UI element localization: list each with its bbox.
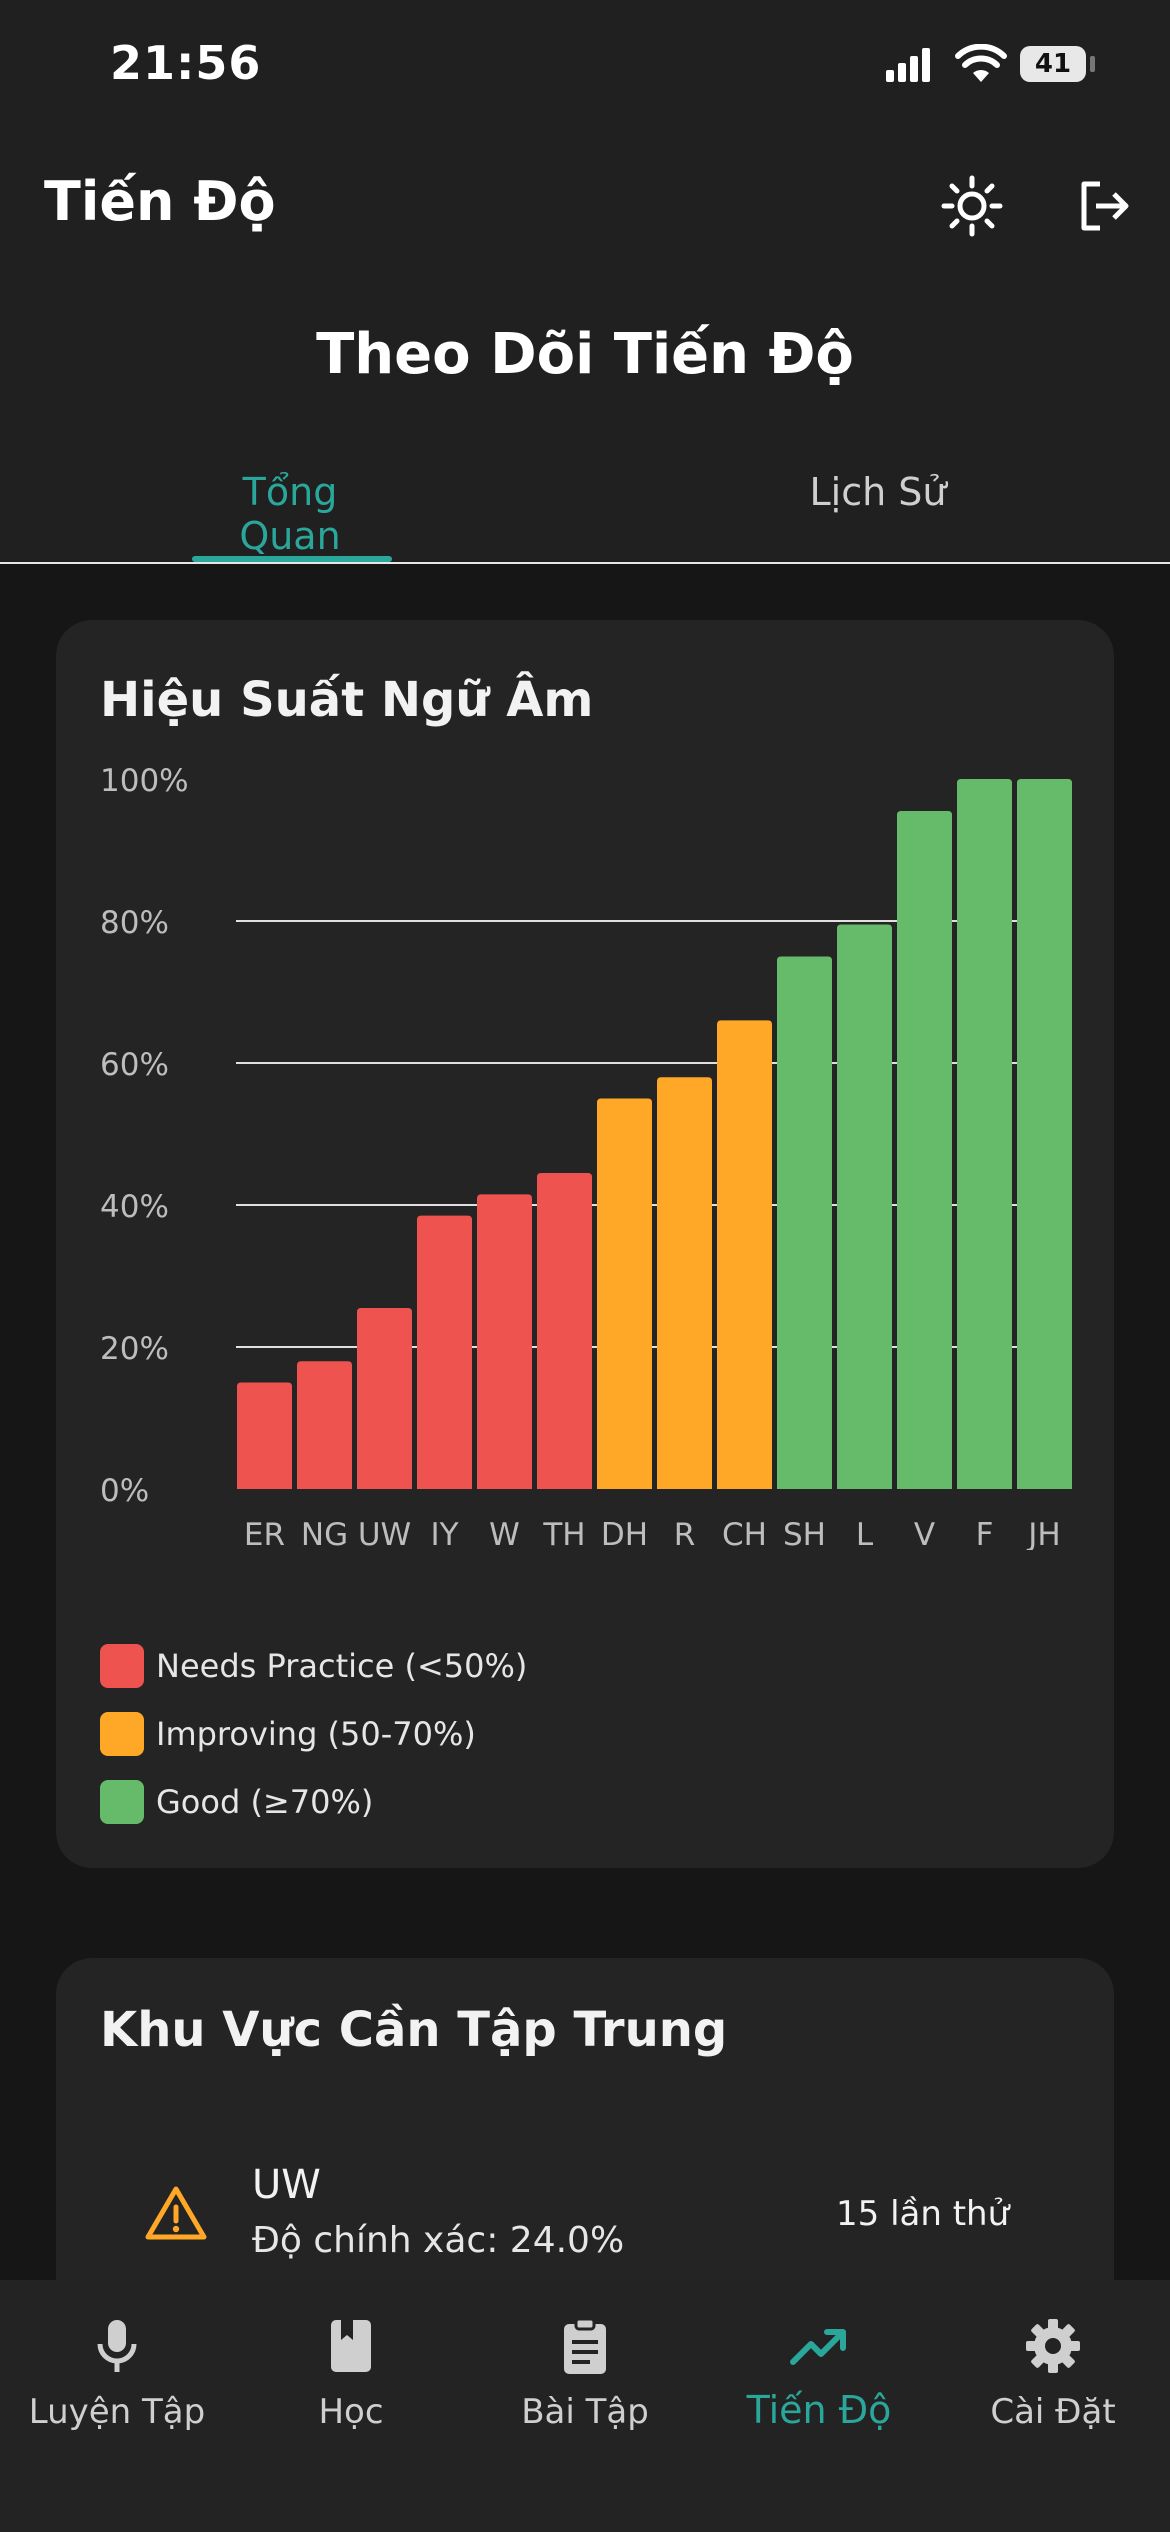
theme-toggle-button[interactable] bbox=[936, 170, 1008, 242]
microphone-icon bbox=[97, 2320, 137, 2372]
nav-label: Bài Tập bbox=[521, 2392, 649, 2432]
nav-item-progress[interactable]: Tiến Độ bbox=[702, 2280, 936, 2460]
x-tick-label: V bbox=[914, 1517, 935, 1550]
legend-label: Good (≥70%) bbox=[156, 1783, 374, 1821]
legend-item-needs-practice: Needs Practice (<50%) bbox=[100, 1644, 527, 1688]
x-tick-label: IY bbox=[430, 1517, 458, 1550]
warning-icon bbox=[145, 2186, 207, 2240]
bar-v bbox=[897, 810, 952, 1489]
focus-attempts: 15 lần thử bbox=[836, 2194, 1010, 2234]
x-tick-label: L bbox=[856, 1517, 874, 1550]
x-tick-label: R bbox=[674, 1517, 696, 1550]
wifi-icon bbox=[955, 44, 1007, 82]
bar-ch bbox=[717, 1020, 772, 1489]
x-tick-label: W bbox=[489, 1517, 520, 1550]
legend-swatch bbox=[100, 1780, 144, 1824]
nav-label: Học bbox=[318, 2392, 384, 2432]
focus-phoneme: UW bbox=[252, 2162, 321, 2208]
legend-label: Needs Practice (<50%) bbox=[156, 1647, 528, 1685]
nav-label: Cài Đặt bbox=[990, 2392, 1116, 2432]
bar-er bbox=[237, 1382, 292, 1489]
page-heading: Theo Dõi Tiến Độ bbox=[316, 322, 854, 387]
legend-label: Improving (50-70%) bbox=[156, 1715, 476, 1753]
logout-button[interactable] bbox=[1068, 170, 1140, 242]
card-title: Hiệu Suất Ngữ Âm bbox=[100, 672, 594, 728]
nav-label: Luyện Tập bbox=[28, 2392, 206, 2432]
nav-item-practice[interactable]: Luyện Tập bbox=[0, 2280, 234, 2460]
x-tick-label: NG bbox=[301, 1517, 348, 1550]
status-time: 21:56 bbox=[110, 36, 262, 90]
bar-r bbox=[657, 1077, 712, 1489]
y-tick-label: 20% bbox=[100, 1331, 169, 1367]
cellular-signal-icon bbox=[886, 48, 930, 82]
x-tick-label: JH bbox=[1026, 1517, 1060, 1550]
phoneme-bar-chart: 0% 20% 40% 60% 80% 100% ER NG UW IY W TH DH R CH SH L V F J… bbox=[100, 763, 1072, 1550]
bar-jh bbox=[1017, 779, 1072, 1489]
tab-history[interactable]: Lịch Sử bbox=[809, 470, 947, 514]
legend-swatch bbox=[100, 1712, 144, 1756]
trending-up-icon bbox=[790, 2329, 846, 2365]
bottom-navigation: Luyện Tập Học Bài Tập Tiến Độ bbox=[0, 2280, 1170, 2532]
nav-item-learn[interactable]: Học bbox=[234, 2280, 468, 2460]
clipboard-icon bbox=[564, 2317, 606, 2374]
bar-iy bbox=[417, 1215, 472, 1489]
top-bar: 21:56 41 Tiến Độ Theo Dõi Tiến Độ Tổng Q… bbox=[0, 0, 1170, 564]
gear-icon bbox=[1026, 2319, 1080, 2373]
bar-w bbox=[477, 1194, 532, 1489]
nav-label: Tiến Độ bbox=[746, 2388, 892, 2432]
app-title: Tiến Độ bbox=[44, 170, 276, 233]
battery-cap bbox=[1090, 56, 1095, 72]
bar-f bbox=[957, 779, 1012, 1489]
bar-dh bbox=[597, 1098, 652, 1489]
y-tick-label: 80% bbox=[100, 905, 169, 941]
bar-l bbox=[837, 924, 892, 1489]
y-tick-label: 0% bbox=[100, 1473, 149, 1509]
card-title: Khu Vực Cần Tập Trung bbox=[100, 2002, 728, 2058]
bar-sh bbox=[777, 956, 832, 1489]
x-tick-label: ER bbox=[244, 1517, 285, 1550]
x-tick-label: SH bbox=[783, 1517, 826, 1550]
tab-divider bbox=[0, 562, 1170, 564]
tab-active-indicator bbox=[192, 556, 392, 562]
legend-item-improving: Improving (50-70%) bbox=[100, 1712, 476, 1756]
book-icon bbox=[331, 2320, 371, 2372]
x-tick-label: CH bbox=[722, 1517, 767, 1550]
nav-item-settings[interactable]: Cài Đặt bbox=[936, 2280, 1170, 2460]
x-tick-label: UW bbox=[358, 1517, 411, 1550]
battery-icon: 41 bbox=[1020, 46, 1086, 82]
tab-overview[interactable]: Tổng Quan bbox=[239, 470, 341, 558]
phoneme-performance-card: Hiệu Suất Ngữ Âm 0% 20% 40% 60% 80% 100% ER NG U… bbox=[56, 620, 1114, 1868]
bar-uw bbox=[357, 1307, 412, 1489]
legend-item-good: Good (≥70%) bbox=[100, 1780, 373, 1824]
bar-ng bbox=[297, 1361, 352, 1489]
sun-icon bbox=[941, 175, 1003, 237]
focus-accuracy: Độ chính xác: 24.0% bbox=[252, 2220, 625, 2261]
y-tick-label: 40% bbox=[100, 1189, 169, 1225]
y-tick-label: 60% bbox=[100, 1047, 169, 1083]
legend-swatch bbox=[100, 1644, 144, 1688]
x-tick-label: DH bbox=[601, 1517, 648, 1550]
nav-item-exercises[interactable]: Bài Tập bbox=[468, 2280, 702, 2460]
y-tick-label: 100% bbox=[100, 763, 189, 799]
bar-th bbox=[537, 1173, 592, 1489]
x-tick-label: TH bbox=[542, 1517, 585, 1550]
x-tick-label: F bbox=[976, 1517, 994, 1550]
logout-icon bbox=[1081, 181, 1129, 231]
